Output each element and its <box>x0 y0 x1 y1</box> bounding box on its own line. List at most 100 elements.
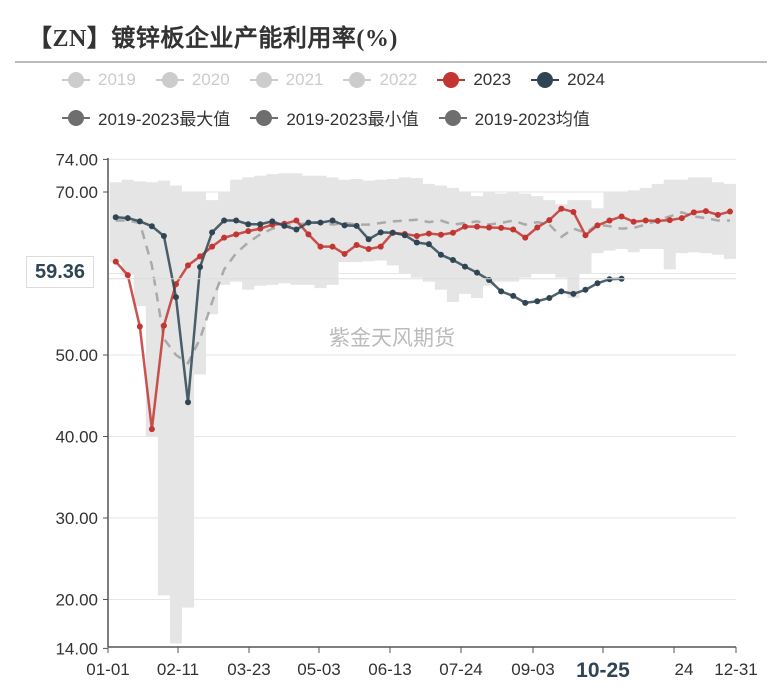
data-point-2023 <box>341 250 348 257</box>
legend-marker-icon <box>62 109 90 126</box>
axis-pointer-y-label: 59.36 <box>26 256 95 288</box>
data-point-2023 <box>498 224 505 231</box>
data-point-2023 <box>666 217 673 224</box>
data-point-2024 <box>365 236 372 243</box>
data-point-2023 <box>124 272 131 279</box>
data-point-2024 <box>257 221 264 228</box>
data-point-2023 <box>425 230 432 237</box>
y-tick-label: 74.00 <box>55 150 98 169</box>
data-point-2024 <box>305 219 312 226</box>
legend-item-2019[interactable]: 2019 <box>62 70 136 90</box>
data-point-2023 <box>377 243 384 250</box>
data-point-2024 <box>185 399 192 406</box>
data-point-2023 <box>642 217 649 224</box>
data-point-2023 <box>245 228 252 235</box>
data-point-2023 <box>594 222 601 229</box>
legend-label: 2023 <box>473 70 512 89</box>
data-point-2023 <box>510 226 517 233</box>
data-point-2024 <box>558 288 565 295</box>
data-point-2023 <box>654 217 661 224</box>
data-point-2023 <box>112 258 119 265</box>
chart-title: 【ZN】镀锌板企业产能利用率(%) <box>28 26 398 52</box>
data-point-2024 <box>389 229 396 236</box>
legend-item-2022[interactable]: 2022 <box>343 70 417 90</box>
data-point-2023 <box>197 253 204 260</box>
legend-marker-icon <box>250 109 279 126</box>
legend-item-2020[interactable]: 2020 <box>155 70 230 90</box>
data-point-2023 <box>630 218 637 225</box>
x-tick-label: 24 <box>675 660 694 679</box>
data-point-2023 <box>582 232 589 239</box>
data-point-2023 <box>160 322 167 329</box>
data-point-2023 <box>437 231 444 238</box>
data-point-2023 <box>209 243 216 250</box>
legend-marker-icon <box>155 72 184 88</box>
y-tick-label: 30.00 <box>55 509 98 528</box>
data-point-2023 <box>353 241 360 248</box>
x-tick-label: 07-24 <box>439 660 482 679</box>
y-tick-label: 50.00 <box>55 346 98 365</box>
data-point-2024 <box>329 217 336 224</box>
data-point-2023 <box>606 217 613 224</box>
data-point-2024 <box>209 229 216 236</box>
data-point-2024 <box>546 294 553 301</box>
legend-label: 2021 <box>285 70 324 89</box>
legend-label: 2024 <box>567 70 605 89</box>
legend-marker-icon <box>249 72 278 88</box>
legend-label: 2019-2023均值 <box>474 110 590 129</box>
legend-marker-icon <box>343 72 372 88</box>
data-point-2023 <box>522 234 529 241</box>
data-point-2024 <box>510 292 517 299</box>
data-point-2024 <box>172 294 179 301</box>
data-point-2024 <box>437 251 444 258</box>
data-point-2024 <box>486 277 493 284</box>
data-point-2023 <box>185 262 192 269</box>
series-line-2023 <box>114 207 731 430</box>
legend-item-2019-2023均值[interactable]: 2019-2023均值 <box>438 105 590 130</box>
legend-marker-icon <box>531 72 560 88</box>
legend-item-2019-2023最小值[interactable]: 2019-2023最小值 <box>250 105 419 130</box>
legend-row-2: 2019-2023最大值 2019-2023最小值 2019-2023均值 <box>62 105 610 130</box>
legend-item-2023[interactable]: 2023 <box>437 70 511 90</box>
legend-marker-icon <box>438 109 467 126</box>
data-point-2023 <box>449 229 456 236</box>
data-point-2023 <box>365 246 372 253</box>
watermark: 紫金天风期货 <box>329 327 455 350</box>
data-point-2023 <box>293 217 300 224</box>
data-point-2024 <box>425 241 432 248</box>
data-point-2023 <box>486 224 493 231</box>
data-point-2024 <box>136 218 143 225</box>
legend-item-2024[interactable]: 2024 <box>531 70 605 90</box>
data-point-2023 <box>618 213 625 220</box>
data-point-2024 <box>413 239 420 246</box>
x-tick-label: 02-11 <box>157 660 199 679</box>
legend-label: 2019 <box>98 70 136 89</box>
legend-marker-icon <box>437 72 466 88</box>
legend-item-2021[interactable]: 2021 <box>249 70 324 90</box>
legend-label: 2020 <box>191 70 230 89</box>
data-point-2023 <box>678 215 685 222</box>
data-point-2024 <box>341 222 348 229</box>
data-point-2023 <box>534 224 541 231</box>
data-point-2023 <box>221 234 228 241</box>
data-point-2023 <box>413 233 420 240</box>
data-point-2024 <box>353 222 360 229</box>
data-point-2024 <box>221 217 228 224</box>
data-point-2023 <box>257 225 264 232</box>
data-point-2024 <box>293 226 300 233</box>
data-point-2024 <box>594 280 601 287</box>
data-point-2024 <box>269 218 276 225</box>
data-point-2024 <box>534 298 541 305</box>
x-tick-label: 05-03 <box>297 660 340 679</box>
data-point-2024 <box>401 232 408 239</box>
data-point-2023 <box>690 209 697 216</box>
data-point-2023 <box>570 208 577 215</box>
data-point-2024 <box>582 286 589 293</box>
data-point-2024 <box>112 214 119 221</box>
data-point-2023 <box>702 208 709 215</box>
data-point-2023 <box>317 243 324 250</box>
axis-pointer-x-label: 10-25 <box>576 659 630 682</box>
legend-item-2019-2023最大值[interactable]: 2019-2023最大值 <box>62 105 230 130</box>
